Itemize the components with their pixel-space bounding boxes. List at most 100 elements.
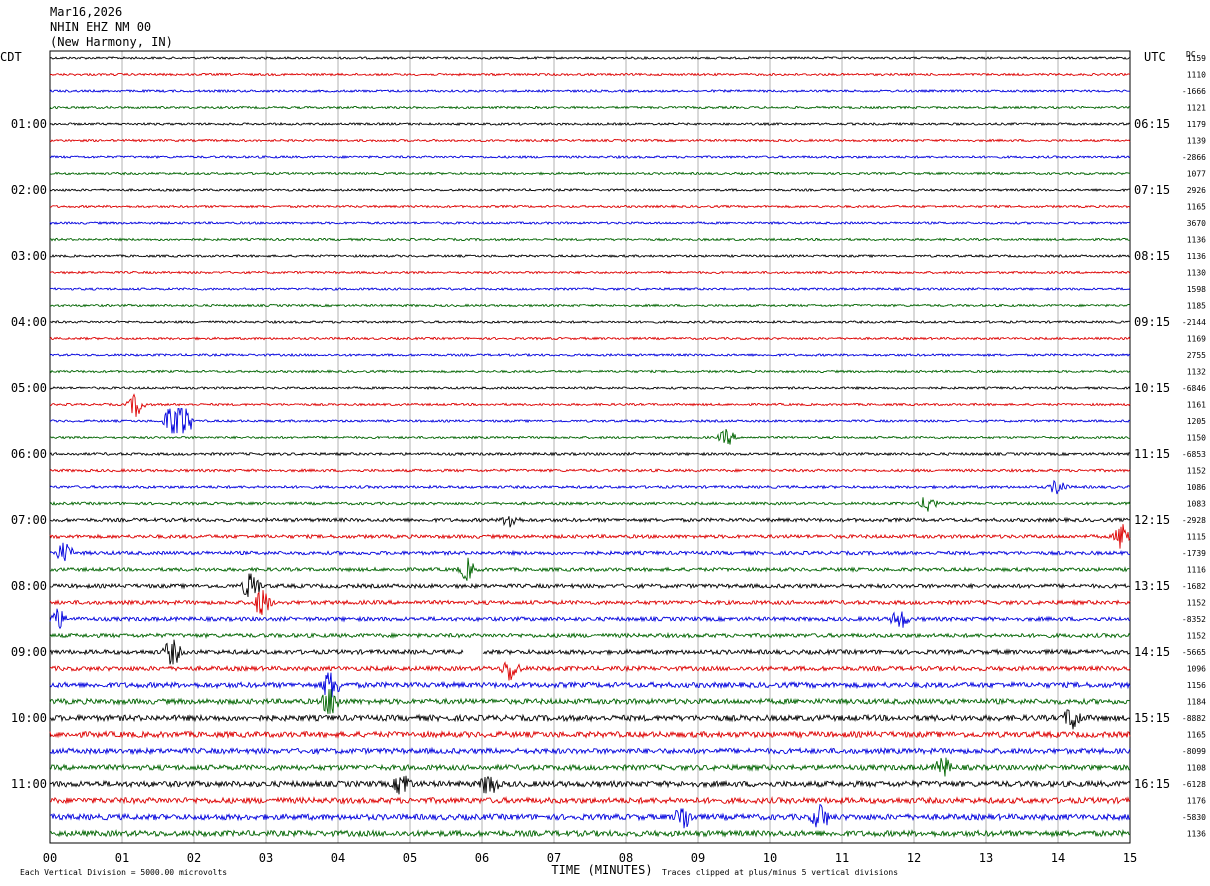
dc-offset-label: 1116 (1187, 566, 1206, 575)
trace-line (49, 829, 1131, 839)
hour-label-cdt: 08:00 (11, 579, 47, 593)
trace-line (49, 746, 1131, 756)
trace-line (49, 408, 1131, 434)
x-tick-label: 04 (331, 851, 345, 865)
dc-offset-label: 1132 (1187, 368, 1206, 377)
location-label: (New Harmony, IN) (50, 35, 173, 49)
x-tick-label: 01 (115, 851, 129, 865)
dc-offset-label: -6128 (1182, 780, 1206, 789)
hour-label-cdt: 09:00 (11, 645, 47, 659)
trace-line (49, 524, 1131, 549)
trace-line (49, 385, 1131, 391)
x-tick-label: 14 (1051, 851, 1065, 865)
x-tick-labels: 00 01 02 03 04 05 06 07 08 09 10 11 12 13 14 15 (43, 851, 1137, 865)
x-axis-label: TIME (MINUTES) (551, 863, 652, 877)
dc-offset-label: 1083 (1187, 500, 1206, 509)
trace-line (49, 428, 1131, 445)
x-tick-label: 10 (763, 851, 777, 865)
dc-offset-label: 1096 (1187, 665, 1206, 674)
hour-label-cdt: 04:00 (11, 315, 47, 329)
dc-offset-label: 1169 (1187, 335, 1206, 344)
dc-offset-label: 2926 (1187, 186, 1206, 195)
trace-line (49, 672, 1131, 698)
dc-offset-label: 1598 (1187, 285, 1206, 294)
left-hour-labels: 01:00 02:00 03:00 04:00 05:00 06:00 07:00 08:00… (11, 117, 47, 791)
dc-offset-label: -8352 (1182, 615, 1206, 624)
trace-line (49, 573, 1131, 598)
trace-line (49, 542, 1131, 562)
hour-label-utc: 12:15 (1134, 513, 1170, 527)
x-tick-label: 08 (619, 851, 633, 865)
dc-offset-label: 1136 (1187, 252, 1206, 261)
dc-offset-label: -2866 (1182, 153, 1206, 162)
trace-group (49, 55, 1131, 839)
hour-label-utc: 08:15 (1134, 249, 1170, 263)
hour-label-cdt: 10:00 (11, 711, 47, 725)
hour-label-utc: 13:15 (1134, 579, 1170, 593)
trace-line (49, 154, 1131, 160)
trace-line (49, 479, 1131, 495)
trace-line (49, 557, 1131, 581)
trace-line (49, 270, 1131, 275)
dc-offset-label: 2755 (1187, 351, 1206, 360)
dc-offset-label: 1152 (1187, 467, 1206, 476)
trace-line (49, 497, 1131, 512)
dc-offset-label: 1115 (1187, 533, 1206, 542)
trace-line (49, 639, 1131, 665)
clip-note: Traces clipped at plus/minus 5 vertical … (662, 868, 898, 877)
dc-offset-label: 1184 (1187, 698, 1206, 707)
trace-line (49, 72, 1131, 77)
trace-line (49, 319, 1131, 324)
station-label: NHIN EHZ NM 00 (50, 20, 151, 34)
dc-title: DC (1186, 50, 1196, 59)
hour-label-utc: 14:15 (1134, 645, 1170, 659)
scale-note: Each Vertical Division = 5000.00 microvo… (20, 868, 227, 877)
x-tick-label: 07 (547, 851, 561, 865)
dc-offset-label: 1130 (1187, 269, 1206, 278)
trace-line (49, 369, 1131, 374)
left-axis-title: CDT (0, 50, 22, 64)
dc-offset-label: -2144 (1182, 318, 1206, 327)
dc-offset-label: 1136 (1187, 236, 1206, 245)
trace-line (49, 468, 1131, 473)
trace-line (49, 187, 1131, 193)
dc-offset-label: -1682 (1182, 582, 1206, 591)
dc-offset-label: -5665 (1182, 648, 1206, 657)
dc-offset-label: 1165 (1187, 203, 1206, 212)
hour-label-cdt: 11:00 (11, 777, 47, 791)
right-axis-title: UTC (1144, 50, 1166, 64)
dc-offset-label: 1139 (1187, 137, 1206, 146)
vertical-grid (49, 51, 1131, 843)
hour-label-utc: 15:15 (1134, 711, 1170, 725)
dc-offset-label: 3670 (1187, 219, 1206, 228)
trace-line (49, 451, 1131, 457)
hour-label-cdt: 02:00 (11, 183, 47, 197)
trace-line (49, 204, 1131, 209)
dc-offset-label: 1108 (1187, 764, 1206, 773)
x-tick-label: 09 (691, 851, 705, 865)
dc-offset-label: -5830 (1182, 813, 1206, 822)
trace-line (49, 393, 1131, 417)
trace-line (49, 55, 1131, 60)
trace-line (49, 775, 1131, 795)
hour-label-utc: 10:15 (1134, 381, 1170, 395)
hour-label-utc: 07:15 (1134, 183, 1170, 197)
trace-line (49, 757, 1131, 777)
dc-offset-label: -8882 (1182, 714, 1206, 723)
x-tick-label: 11 (835, 851, 849, 865)
trace-line (49, 709, 1131, 730)
x-tick-label: 02 (187, 851, 201, 865)
hour-label-utc: 09:15 (1134, 315, 1170, 329)
dc-offset-label: 1136 (1187, 830, 1206, 839)
hour-label-cdt: 06:00 (11, 447, 47, 461)
trace-line (49, 237, 1131, 242)
trace-line (49, 795, 1131, 805)
trace-line (49, 138, 1131, 143)
trace-line (49, 336, 1131, 341)
trace-line (49, 253, 1131, 259)
hour-label-utc: 06:15 (1134, 117, 1170, 131)
trace-line (49, 220, 1131, 226)
dc-offset-label: 1110 (1187, 71, 1206, 80)
hour-label-cdt: 05:00 (11, 381, 47, 395)
